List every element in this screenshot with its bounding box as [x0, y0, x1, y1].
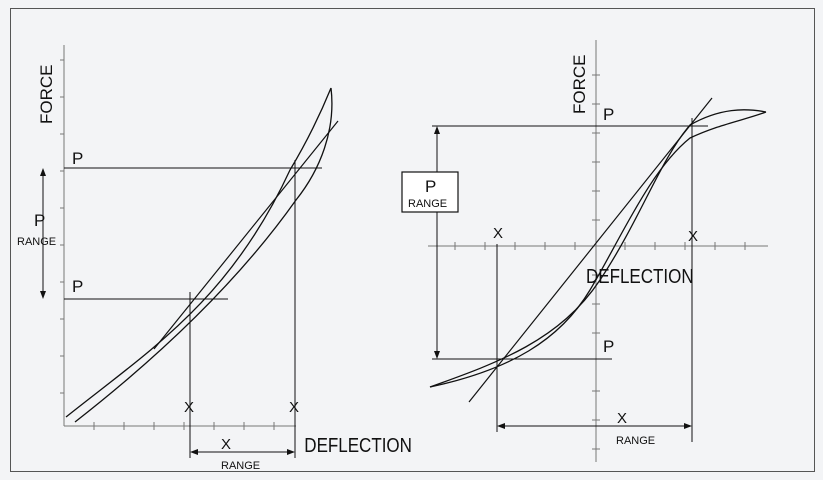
left-x-right-label: X — [289, 399, 299, 416]
right-deflection-label: DEFLECTION — [586, 265, 694, 288]
right-plot: P RANGE FORCE P P X X X RANGE DEFLECTION — [402, 40, 768, 462]
right-loading-curve — [430, 110, 766, 387]
left-force-label: FORCE — [37, 65, 56, 125]
left-x-range-text: RANGE — [221, 460, 260, 472]
left-p-lower-label: P — [72, 277, 83, 296]
right-secant-line — [469, 98, 712, 402]
left-secant-line — [154, 121, 338, 349]
left-x-range-x: X — [221, 436, 231, 453]
left-plot: FORCE P P P RANGE X X X RANGE DEFLECTION — [17, 45, 412, 472]
left-loading-curve — [66, 88, 331, 417]
left-unloading-curve — [75, 88, 332, 422]
right-unloading-curve — [430, 112, 766, 387]
right-p-range-p: P — [425, 177, 436, 196]
right-x-range-x: X — [617, 410, 627, 427]
left-p-range-p: P — [34, 211, 45, 230]
left-deflection-label: DEFLECTION — [304, 434, 412, 457]
left-y-ticks — [60, 60, 64, 393]
right-force-label: FORCE — [570, 55, 589, 115]
right-p-lower-label: P — [603, 337, 614, 356]
left-p-upper-label: P — [72, 149, 83, 168]
right-p-range-text: RANGE — [408, 198, 447, 210]
left-p-range-text: RANGE — [17, 236, 56, 248]
right-p-upper-label: P — [603, 105, 614, 124]
left-x-left-label: X — [184, 399, 194, 416]
right-x-left-label: X — [493, 225, 503, 242]
right-x-range-text: RANGE — [616, 435, 655, 447]
right-x-right-label: X — [688, 228, 698, 245]
